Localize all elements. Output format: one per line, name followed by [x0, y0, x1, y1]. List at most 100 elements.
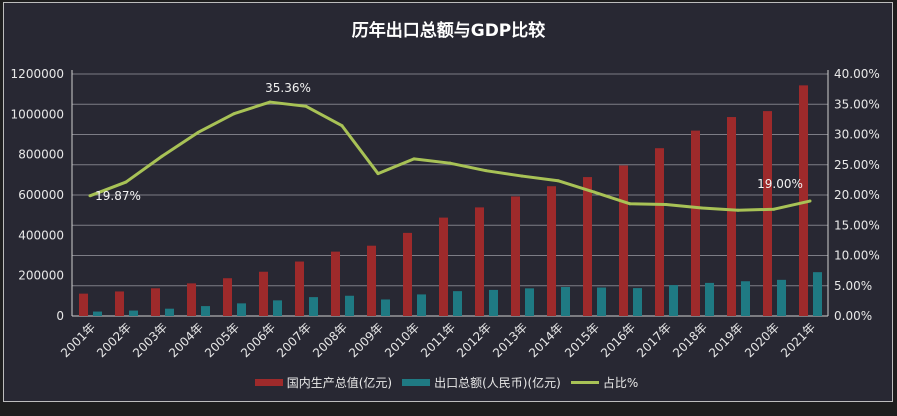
x-tick-label: 2004年 — [166, 320, 206, 360]
legend-item-ratio[interactable]: 占比% — [570, 374, 638, 391]
data-label: 19.87% — [95, 189, 141, 203]
bar-exports — [813, 272, 822, 316]
y-left-tick-label: 1200000 — [11, 67, 64, 81]
legend-item-exports[interactable]: 出口总额(人民币)(亿元) — [402, 374, 561, 391]
bar-exports — [705, 282, 714, 316]
bar-gdp — [295, 261, 304, 316]
line-point — [700, 206, 704, 210]
y-right-tick-label: 10.00% — [834, 249, 880, 263]
x-tick-label: 2017年 — [634, 320, 674, 360]
bar-exports — [93, 311, 102, 316]
line-point — [124, 180, 128, 184]
line-point — [736, 208, 740, 212]
bar-exports — [129, 310, 138, 316]
line-point — [808, 199, 812, 203]
bar-gdp — [439, 217, 448, 316]
x-tick-label: 2016年 — [598, 320, 638, 360]
legend-swatch-ratio — [570, 381, 599, 384]
bar-exports — [669, 285, 678, 316]
bar-exports — [309, 297, 318, 316]
line-point — [340, 124, 344, 128]
x-tick-label: 2002年 — [94, 320, 134, 360]
x-tick-label: 2009年 — [346, 320, 386, 360]
chart-title: 历年出口总额与GDP比较 — [351, 21, 546, 41]
bar-gdp — [187, 283, 196, 316]
bar-gdp — [511, 196, 520, 316]
y-right-tick-label: 20.00% — [834, 188, 880, 202]
line-point — [484, 169, 488, 173]
x-tick-label: 2003年 — [130, 320, 170, 360]
legend-label-exports: 出口总额(人民币)(亿元) — [434, 376, 561, 390]
y-left-tick-label: 1000000 — [11, 107, 64, 121]
line-point — [772, 207, 776, 211]
line-point — [556, 179, 560, 183]
bar-gdp — [619, 165, 628, 316]
bar-gdp — [547, 186, 556, 316]
x-tick-label: 2006年 — [238, 320, 278, 360]
bar-exports — [489, 289, 498, 316]
legend: 国内生产总值(亿元) 出口总额(人民币)(亿元) 占比% — [0, 374, 897, 391]
line-point — [412, 157, 416, 161]
line-point — [520, 174, 524, 178]
y-right-tick-label: 25.00% — [834, 158, 880, 172]
bar-exports — [633, 288, 642, 316]
y-right-tick-label: 30.00% — [834, 128, 880, 142]
legend-label-gdp: 国内生产总值(亿元) — [286, 376, 393, 390]
bar-gdp — [655, 148, 664, 316]
line-point — [196, 130, 200, 134]
line-point — [304, 104, 308, 108]
y-left-tick-label: 200000 — [18, 269, 64, 283]
x-tick-label: 2018年 — [670, 320, 710, 360]
bar-gdp — [223, 278, 232, 316]
line-point — [628, 202, 632, 206]
bar-gdp — [367, 245, 376, 316]
x-tick-label: 2021年 — [778, 320, 818, 360]
line-ratio — [89, 100, 811, 212]
chart-frame — [3, 2, 893, 402]
legend-swatch-exports — [402, 379, 431, 386]
y-left-tick-label: 800000 — [18, 148, 64, 162]
line-point — [664, 202, 668, 206]
bar-gdp — [259, 271, 268, 316]
bar-exports — [741, 281, 750, 316]
y-right-tick-label: 40.00% — [834, 67, 880, 81]
x-tick-label: 2012年 — [454, 320, 494, 360]
x-tick-label: 2001年 — [58, 320, 98, 360]
line-point — [268, 100, 272, 104]
bar-gdp — [799, 85, 808, 316]
x-tick-label: 2011年 — [418, 320, 458, 360]
bar-gdp — [727, 117, 736, 316]
y-right-tick-label: 5.00% — [834, 279, 872, 293]
bar-exports — [597, 287, 606, 316]
bar-gdp — [691, 130, 700, 316]
bar-gdp — [583, 177, 592, 316]
y-right-tick-label: 0.00% — [834, 309, 872, 323]
bar-exports — [453, 291, 462, 316]
bar-exports — [525, 288, 534, 316]
legend-item-gdp[interactable]: 国内生产总值(亿元) — [254, 374, 393, 391]
legend-swatch-gdp — [254, 379, 283, 386]
bar-exports — [273, 300, 282, 316]
data-label: 35.36% — [265, 81, 311, 95]
bar-gdp — [151, 288, 160, 316]
bar-exports — [417, 294, 426, 316]
bar-gdp — [331, 251, 340, 316]
bar-exports — [165, 308, 174, 316]
bar-exports — [237, 303, 246, 316]
line-point — [232, 112, 236, 116]
y-left-tick-label: 0 — [56, 309, 64, 323]
bar-gdp — [403, 232, 412, 316]
y-left-tick-label: 400000 — [18, 228, 64, 242]
bar-gdp — [763, 111, 772, 316]
line-point — [88, 194, 92, 198]
y-right-tick-label: 15.00% — [834, 218, 880, 232]
x-tick-label: 2019年 — [706, 320, 746, 360]
data-label: 19.00% — [757, 177, 803, 191]
bar-exports — [345, 295, 354, 316]
bar-gdp — [115, 291, 124, 316]
line-point — [160, 154, 164, 158]
x-tick-label: 2015年 — [562, 320, 602, 360]
line-point — [448, 161, 452, 165]
y-left-tick-label: 600000 — [18, 188, 64, 202]
